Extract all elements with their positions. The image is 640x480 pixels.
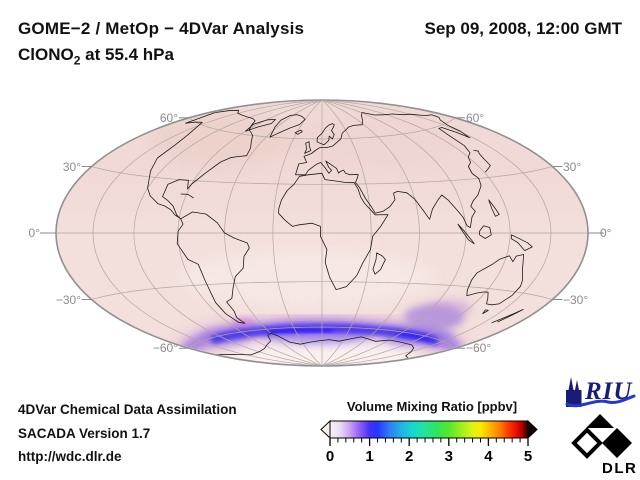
coast-baffin [245, 119, 276, 132]
dlr-solid-diamond-icon [602, 428, 632, 458]
footer-line-1: 4DVar Chemical Data Assimilation [18, 402, 237, 417]
lat-label-left--30: −30° [55, 293, 81, 307]
coast-japan [473, 149, 491, 173]
coast-iceland [294, 129, 303, 135]
species-subscript: 2 [73, 53, 81, 68]
lat-ticks [40, 117, 604, 349]
lat-label-left-0: 0° [28, 226, 40, 240]
coast-madagascar [372, 252, 386, 275]
riu-logo: RIU [565, 377, 636, 408]
footer-line-3: http://wdc.dlr.de [18, 449, 122, 464]
pressure-level: at 55.4 hPa [80, 45, 174, 64]
coast-new-zealand [491, 309, 524, 324]
lat-label-right-30: 30° [563, 160, 582, 174]
coast-scandinavia [316, 123, 335, 146]
colorbar-ticks [329, 438, 529, 446]
coast-cuba [180, 193, 194, 199]
colorbar-tick-3: 3 [445, 448, 453, 465]
map-projection-svg [40, 99, 604, 367]
colorbar-underflow-arrow [320, 419, 331, 440]
coast-borneo [479, 225, 492, 239]
coast-north-america [147, 109, 256, 220]
lat-label-left-30: 30° [62, 160, 81, 174]
dlr-logo: DLR [571, 414, 637, 475]
colorbar-tick-2: 2 [405, 448, 413, 465]
lat-label-right--30: −30° [563, 293, 589, 307]
riu-wave-icon [565, 394, 636, 408]
colorbar-tick-4: 4 [484, 448, 493, 465]
lat-label-left--60: −60° [152, 341, 178, 355]
lat-label-right-0: 0° [600, 226, 612, 240]
dlr-top-triangle-icon [586, 414, 614, 428]
plot-timestamp: Sep 09, 2008, 12:00 GMT [424, 19, 623, 38]
dlr-hollow-diamond-icon [571, 427, 603, 459]
lat-label-left-60: 60° [159, 111, 178, 125]
coast-south-america [176, 211, 250, 324]
colorbar-title: Volume Mixing Ratio [ppbv] [346, 399, 518, 414]
colorbar-tick-5: 5 [524, 448, 532, 465]
coast-greenland [269, 114, 306, 138]
colorbar: 0 1 2 3 4 5 [320, 419, 538, 465]
coastlines [147, 109, 533, 360]
plot-subtitle: ClONO2 at 55.4 hPa [18, 45, 174, 67]
coast-sumatra [457, 223, 475, 245]
lat-label-right--60: −60° [466, 341, 492, 355]
lat-label-right-60: 60° [466, 111, 485, 125]
colorbar-overflow-arrow [527, 419, 538, 440]
cathedral-icon [566, 377, 582, 407]
dlr-logo-text: DLR [602, 460, 637, 475]
coast-antarctica [213, 333, 415, 360]
coast-australia [466, 254, 525, 306]
coast-eurasia [295, 112, 482, 228]
colorbar-tick-0: 0 [326, 448, 334, 465]
coast-new-guinea [510, 234, 533, 251]
world-map: 60° 30° 0° −30° −60° 60° 30° 0° −30° −60… [0, 85, 640, 385]
coast-tasmania [482, 309, 489, 314]
plot-title: GOME−2 / MetOp − 4DVar Analysis [18, 19, 305, 38]
species-name: ClONO [18, 45, 74, 64]
coast-britain [304, 141, 312, 154]
footer-line-2: SACADA Version 1.7 [18, 426, 151, 441]
colorbar-tick-1: 1 [365, 448, 373, 465]
coast-philippines [488, 199, 500, 217]
coast-africa [278, 172, 389, 290]
colorbar-gradient-bar [329, 420, 529, 439]
